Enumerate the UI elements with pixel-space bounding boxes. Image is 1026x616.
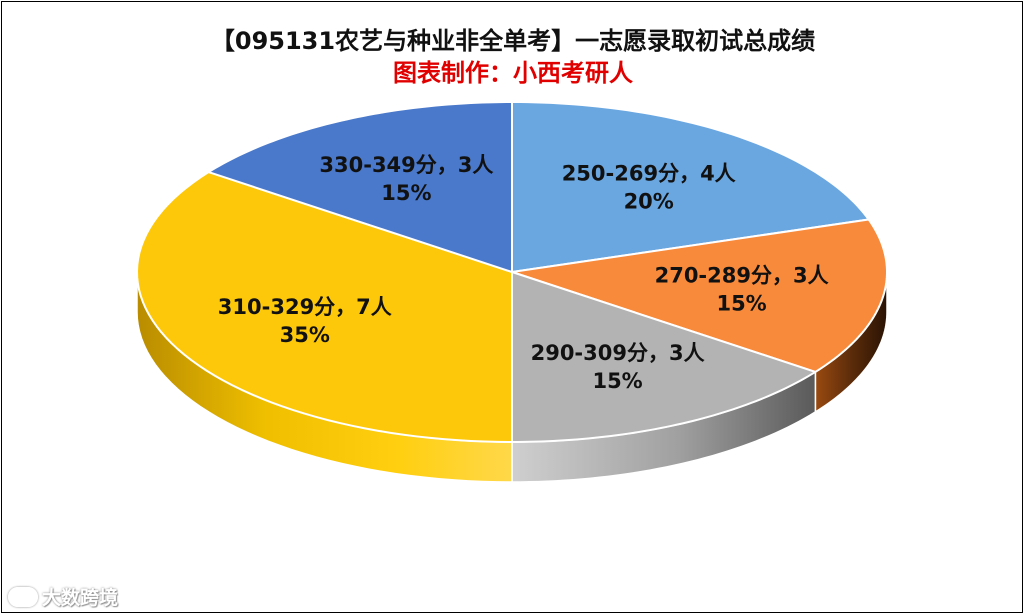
pie-slice-330-349分 — [207, 101, 513, 273]
slice-label-range: 310-329分，7人 — [218, 295, 392, 319]
watermark-text: 大数跨境 — [42, 587, 119, 609]
pie-slice-270-289分 — [511, 218, 888, 373]
slice-label-range: 270-289分，3人 — [655, 264, 829, 288]
pie-slice-290-309分 — [511, 271, 817, 443]
slice-label-percent: 15% — [716, 292, 766, 316]
pie-slice-250-269分 — [511, 101, 870, 273]
slice-label-percent: 15% — [592, 369, 642, 393]
watermark-logo-icon — [8, 586, 38, 607]
slice-label-range: 330-349分，3人 — [319, 153, 493, 177]
watermark: 大数跨境 — [8, 583, 118, 610]
chart-title: 【095131农艺与种业非全单考】一志愿录取初试总成绩 — [210, 27, 816, 55]
slice-label-range: 290-309分，3人 — [531, 341, 705, 365]
slice-label-range: 250-269分，4人 — [562, 162, 736, 186]
slice-label-percent: 20% — [624, 190, 674, 214]
slice-label-percent: 35% — [280, 323, 330, 347]
chart-subtitle: 图表制作：小西考研人 — [393, 59, 633, 87]
pie-slice-310-329分 — [136, 171, 513, 443]
slice-label-percent: 15% — [381, 181, 431, 205]
